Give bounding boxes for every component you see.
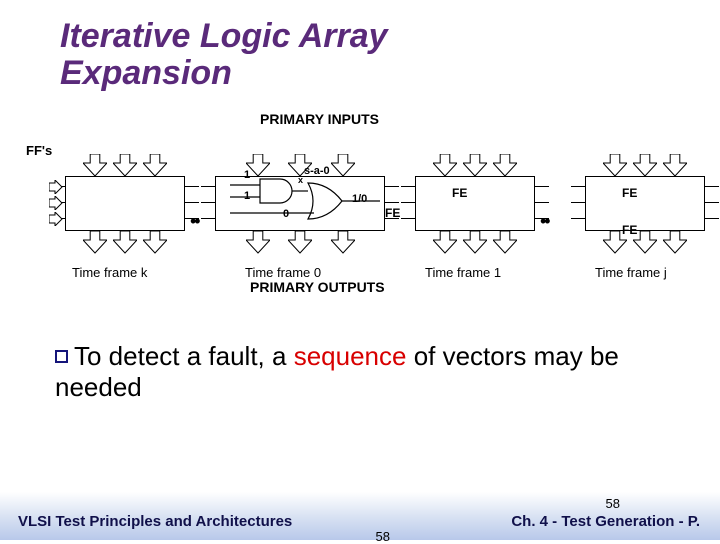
arrow-right-icon xyxy=(49,212,63,226)
arrow-down-icon xyxy=(83,231,107,255)
fe-label: FE xyxy=(622,186,637,200)
arrow-down-icon xyxy=(663,154,687,178)
timeframe-label: Time frame 0 xyxy=(245,265,321,280)
feed-line xyxy=(201,202,215,203)
bullet-line: To detect a fault, a sequence of vectors… xyxy=(0,321,720,403)
timeframe-cell xyxy=(585,176,705,231)
primary-inputs-label: PRIMARY INPUTS xyxy=(260,111,379,127)
arrow-down-icon xyxy=(603,154,627,178)
gate-in-bot0: 0 xyxy=(283,208,289,220)
feed-line xyxy=(185,202,199,203)
arrow-down-icon xyxy=(633,154,657,178)
feed-line xyxy=(705,218,719,219)
feed-line xyxy=(571,202,585,203)
feed-line xyxy=(185,186,199,187)
diagram: PRIMARY INPUTS FF's Time frame k Time fra… xyxy=(20,111,700,321)
title-line1: Iterative Logic Array xyxy=(60,17,388,55)
arrow-down-icon xyxy=(83,154,107,178)
feed-line xyxy=(401,218,415,219)
feed-line xyxy=(401,202,415,203)
feed-line xyxy=(201,186,215,187)
gate-in-top1: 1 xyxy=(244,169,250,181)
footer-cut-number: 58 xyxy=(376,529,390,544)
arrow-right-icon xyxy=(49,180,63,194)
svg-text:x: x xyxy=(298,175,303,185)
arrow-down-icon xyxy=(433,231,457,255)
gate-detail: x xyxy=(220,171,390,241)
feed-line xyxy=(705,202,719,203)
timeframe-label: Time frame j xyxy=(595,265,667,280)
feed-line xyxy=(201,218,215,219)
page-number: 58 xyxy=(606,496,620,511)
gate-in-bot1: 1 xyxy=(244,190,250,202)
arrow-down-icon xyxy=(663,231,687,255)
arrow-down-icon xyxy=(143,154,167,178)
feed-line xyxy=(571,186,585,187)
bullet-pre: To detect a fault, a xyxy=(74,341,294,371)
arrow-down-icon xyxy=(463,154,487,178)
feed-line xyxy=(535,202,549,203)
timeframe-label: Time frame 1 xyxy=(425,265,501,280)
bullet-square-icon xyxy=(55,350,68,363)
arrow-down-icon xyxy=(463,231,487,255)
primary-outputs-label: PRIMARY OUTPUTS xyxy=(250,279,385,295)
arrow-down-icon xyxy=(493,231,517,255)
arrow-down-icon xyxy=(433,154,457,178)
bullet-highlight: sequence xyxy=(294,341,407,371)
ellipsis-dots: •• xyxy=(190,211,199,232)
arrow-right-icon xyxy=(49,196,63,210)
timeframe-cell xyxy=(415,176,535,231)
feed-line xyxy=(571,218,585,219)
title-line2: Expansion xyxy=(60,54,232,92)
ellipsis-dots: •• xyxy=(540,211,549,232)
gate-sa0: s-a-0 xyxy=(304,165,330,177)
arrow-down-icon xyxy=(143,231,167,255)
footer: 58 VLSI Test Principles and Architecture… xyxy=(0,492,720,540)
footer-right: Ch. 4 - Test Generation - P. xyxy=(511,513,700,530)
footer-left: VLSI Test Principles and Architectures xyxy=(18,513,292,530)
feed-line xyxy=(401,186,415,187)
timeframe-label: Time frame k xyxy=(72,265,147,280)
timeframe-cell xyxy=(65,176,185,231)
arrow-down-icon xyxy=(113,231,137,255)
feed-line xyxy=(705,186,719,187)
feed-line xyxy=(535,186,549,187)
arrow-down-icon xyxy=(493,154,517,178)
ff-label: FF's xyxy=(26,143,52,158)
arrow-down-icon xyxy=(113,154,137,178)
slide-title: Iterative Logic Array Expansion xyxy=(0,0,720,93)
fe-label: FE xyxy=(452,186,467,200)
fe-label: FE xyxy=(622,223,637,237)
gate-out: 1/0 xyxy=(352,193,367,205)
